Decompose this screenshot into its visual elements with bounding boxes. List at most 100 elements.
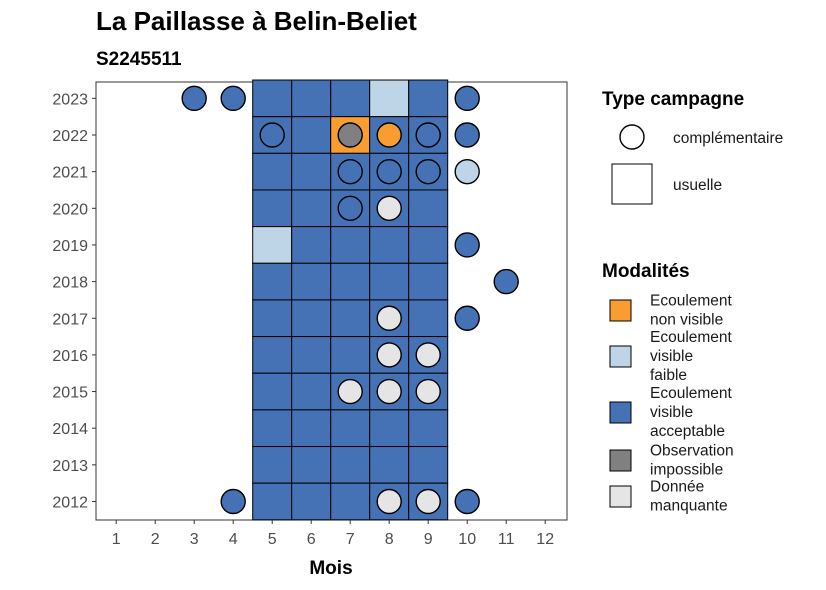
y-tick-label: 2020	[52, 201, 88, 218]
legend-key	[609, 299, 632, 322]
tile-2012-6	[291, 482, 332, 521]
y-tick-label: 2012	[52, 495, 88, 512]
point-2015-7	[337, 378, 363, 405]
point-2023-10	[454, 85, 480, 112]
point-2015-8	[376, 378, 402, 405]
plot-area	[95, 79, 568, 521]
tile-2023-7	[330, 79, 371, 118]
tile-2018-8	[369, 262, 410, 301]
tile-2018-9	[408, 262, 449, 301]
tile-2012-7	[330, 482, 371, 521]
tile-2017-9	[408, 299, 449, 338]
point-2017-10	[454, 305, 480, 331]
tile-2022-6	[291, 116, 332, 154]
tile-2021-6	[291, 152, 332, 191]
point-2019-10	[454, 232, 480, 258]
x-tick-label: 4	[229, 531, 238, 548]
x-tick-label: 11	[498, 531, 515, 548]
point-2016-8	[376, 342, 402, 368]
y-tick-label: 2013	[52, 458, 88, 475]
tile-2023-9	[408, 79, 449, 118]
tile-2013-9	[408, 446, 449, 484]
tile-2016-5	[252, 336, 293, 374]
legend-key	[609, 485, 632, 508]
tile-2023-6	[291, 79, 332, 118]
tile-2016-6	[291, 336, 332, 374]
point-2016-9	[415, 342, 441, 368]
point-2022-7	[337, 122, 363, 148]
tile-2020-5	[252, 189, 293, 228]
tile-2014-7	[330, 409, 371, 448]
legend-mod-label: Donnée manquante	[650, 479, 728, 515]
y-tick-label: 2023	[52, 91, 88, 108]
y-axis: 2012 2013 2014 2015 2016 2017 2018 2019 2020 2021…	[52, 91, 96, 512]
point-2017-8	[376, 305, 402, 331]
tile-2014-5	[252, 409, 293, 448]
tile-2013-6	[291, 446, 332, 484]
chart-subtitle: S2245511	[96, 49, 182, 70]
point-2020-7	[337, 195, 363, 222]
tile-2020-6	[291, 189, 332, 228]
legend-circle-key	[619, 124, 645, 150]
point-2012-4	[220, 488, 246, 515]
legend-mod-label: Ecoulement visible faible	[650, 329, 733, 384]
y-tick-label: 2015	[52, 385, 88, 402]
tile-2017-7	[330, 299, 371, 338]
tile-2014-8	[369, 409, 410, 448]
tile-2019-7	[330, 226, 371, 264]
tile-2014-9	[408, 409, 449, 448]
point-2022-9	[415, 122, 441, 148]
tile-2013-5	[252, 446, 293, 484]
point-2021-8	[376, 158, 402, 185]
point-2023-4	[220, 85, 246, 112]
tile-2021-5	[252, 152, 293, 191]
x-tick-label: 3	[190, 531, 199, 548]
tile-2013-8	[369, 446, 410, 484]
legend-mod-title: Modalités	[602, 261, 690, 282]
x-tick-label: 7	[346, 531, 355, 548]
x-tick-label: 9	[424, 531, 433, 548]
x-tick-label: 12	[536, 531, 554, 548]
x-tick-label: 5	[268, 531, 277, 548]
point-2012-8	[376, 488, 402, 515]
tile-2020-9	[408, 189, 449, 228]
point-2012-9	[415, 488, 441, 515]
legend-type-title: Type campagne	[602, 89, 744, 110]
point-2023-3	[181, 85, 207, 112]
legend-key	[609, 401, 632, 424]
x-tick-label: 6	[307, 531, 316, 548]
point-2022-5	[259, 122, 285, 148]
legend-modalites: Modalités Ecoulement non visibleEcoulement…	[602, 261, 734, 515]
legend-mod-label: Observation impossible	[650, 443, 734, 479]
tile-2017-6	[291, 299, 332, 338]
y-tick-label: 2017	[52, 311, 88, 328]
y-tick-label: 2019	[52, 238, 88, 255]
tile-2019-9	[408, 226, 449, 264]
x-tick-label: 2	[151, 531, 160, 548]
legend-type-label: complémentaire	[673, 130, 783, 147]
x-axis-title: Mois	[309, 558, 352, 579]
point-2020-8	[376, 195, 402, 222]
tile-2016-7	[330, 336, 371, 374]
point-2022-8	[376, 122, 402, 148]
legend-mod-label: Ecoulement non visible	[650, 293, 733, 329]
tile-2012-5	[252, 482, 293, 521]
tile-2017-5	[252, 299, 293, 338]
legend-square-key	[611, 163, 653, 205]
y-tick-label: 2016	[52, 348, 88, 365]
tile-2018-7	[330, 262, 371, 301]
point-2018-11	[493, 268, 519, 295]
tile-2019-6	[291, 226, 332, 264]
tile-2015-6	[291, 372, 332, 411]
point-2012-10	[454, 488, 480, 515]
y-tick-label: 2022	[52, 128, 88, 145]
chart-title: La Paillasse à Belin-Beliet	[96, 6, 417, 36]
tile-2015-5	[252, 372, 293, 411]
x-tick-label: 8	[385, 531, 394, 548]
x-tick-label: 1	[112, 531, 121, 548]
tile-2018-5	[252, 262, 293, 301]
legend-key	[609, 345, 632, 368]
point-2022-10	[454, 122, 480, 148]
y-tick-label: 2014	[52, 421, 88, 438]
